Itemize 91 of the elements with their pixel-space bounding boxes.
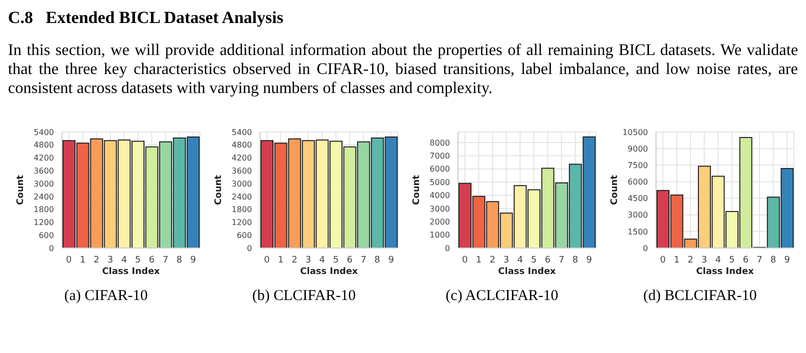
x-tick-label: 4	[319, 255, 326, 266]
x-tick-label: 2	[94, 255, 100, 266]
y-tick-label: 4800	[34, 140, 54, 150]
y-tick-label: 3600	[34, 166, 54, 176]
y-tick-label: 0	[48, 244, 54, 253]
y-tick-label: 2400	[232, 192, 252, 202]
text: (a) CIFAR-10	[63, 288, 149, 305]
x-tick-label: 9	[388, 255, 394, 266]
x-tick-label: 7	[162, 255, 168, 266]
x-tick-label: 6	[148, 255, 155, 266]
y-tick-label: 9000	[628, 144, 648, 154]
text: In this section, we will provide additional information about the properties of all remaining BICL datasets. We validate that the three key characteristics observed in CIFAR-10, biased transitions, label imbalance, and low noise rates, are consistent across datasets with varying numbers of classes and complexity.	[8, 41, 798, 98]
text: (c) ACLCIFAR-10	[444, 288, 560, 305]
x-tick-label: 9	[190, 255, 196, 266]
y-tick-label: 2400	[34, 192, 54, 202]
y-tick-label: 3000	[34, 179, 54, 188]
x-tick-label: 7	[360, 255, 366, 266]
x-tick-label: 5	[135, 255, 141, 266]
y-tick-label: 7000	[430, 152, 450, 161]
y-tick-label: 5400	[34, 128, 54, 137]
x-tick-label: 0	[462, 255, 468, 266]
x-tick-label: 5	[729, 255, 735, 266]
x-tick-label: 3	[305, 255, 312, 266]
y-tick-label: 4200	[34, 154, 54, 163]
x-tick-label: 2	[292, 255, 298, 266]
x-tick-label: 2	[490, 255, 496, 266]
x-tick-label: 0	[660, 255, 666, 266]
y-tick-label: 4500	[628, 194, 648, 204]
y-tick-label: 2000	[430, 217, 450, 226]
x-tick-label: 7	[756, 255, 762, 266]
y-tick-label: 4000	[430, 191, 450, 200]
chart-title: C.8 Extended BICL Dataset Analysis	[8, 8, 284, 28]
y-tick-label: 3600	[232, 166, 252, 176]
y-tick-label: 7500	[628, 160, 648, 170]
y-tick-label: 3000	[628, 210, 648, 220]
x-tick-label: 6	[742, 255, 749, 266]
x-tick-label: 3	[701, 255, 708, 266]
x-tick-label: 9	[784, 255, 790, 266]
x-tick-label: 4	[715, 255, 722, 266]
y-tick-label: 0	[642, 244, 648, 253]
x-tick-label: 3	[107, 255, 114, 266]
x-tick-label: 8	[374, 255, 380, 266]
x-axis-title: Class Index	[300, 267, 358, 277]
y-axis-title: Count	[412, 174, 422, 205]
y-tick-label: 1800	[232, 205, 252, 214]
x-axis-title: Class Index	[696, 267, 754, 277]
x-tick-label: 6	[544, 255, 551, 266]
y-axis-title: Count	[214, 174, 224, 205]
y-tick-label: 5000	[430, 178, 450, 187]
y-tick-label: 4200	[232, 154, 252, 163]
x-tick-label: 1	[476, 255, 482, 266]
x-tick-label: 5	[333, 255, 339, 266]
x-tick-label: 7	[558, 255, 564, 266]
x-tick-label: 9	[586, 255, 592, 266]
x-tick-label: 3	[503, 255, 510, 266]
text: (d) BCLCIFAR-10	[642, 288, 758, 305]
y-tick-label: 6000	[628, 178, 648, 187]
y-tick-label: 1000	[430, 230, 450, 240]
y-tick-label: 3000	[232, 179, 252, 188]
y-tick-label: 0	[246, 244, 252, 253]
y-tick-label: 0	[444, 244, 450, 253]
x-tick-label: 0	[264, 255, 270, 266]
x-tick-label: 1	[278, 255, 284, 266]
y-tick-label: 4800	[232, 140, 252, 150]
x-tick-label: 1	[674, 255, 680, 266]
text: (b) CLCIFAR-10	[251, 288, 357, 305]
x-tick-label: 2	[688, 255, 694, 266]
x-tick-label: 8	[770, 255, 776, 266]
y-tick-label: 5400	[232, 128, 252, 137]
y-axis-title: Count	[16, 174, 26, 205]
y-tick-label: 6000	[430, 164, 450, 174]
x-tick-label: 0	[66, 255, 72, 266]
x-tick-label: 8	[176, 255, 182, 266]
x-tick-label: 4	[121, 255, 128, 266]
x-tick-label: 6	[346, 255, 353, 266]
y-tick-label: 600	[236, 230, 252, 240]
y-tick-label: 1200	[232, 218, 252, 228]
y-tick-label: 600	[38, 230, 54, 240]
x-tick-label: 4	[517, 255, 524, 266]
y-tick-label: 8000	[430, 138, 450, 148]
x-tick-label: 5	[531, 255, 537, 266]
y-tick-label: 3000	[430, 204, 450, 214]
y-tick-label: 1200	[34, 218, 54, 228]
x-tick-label: 1	[80, 255, 86, 266]
x-tick-label: 8	[572, 255, 578, 266]
y-tick-label: 1500	[628, 227, 648, 236]
x-axis-title: Class Index	[102, 267, 160, 277]
y-axis-title: Count	[610, 174, 620, 205]
y-tick-label: 10500	[622, 128, 648, 137]
x-axis-title: Class Index	[498, 267, 556, 277]
y-tick-label: 1800	[34, 205, 54, 214]
